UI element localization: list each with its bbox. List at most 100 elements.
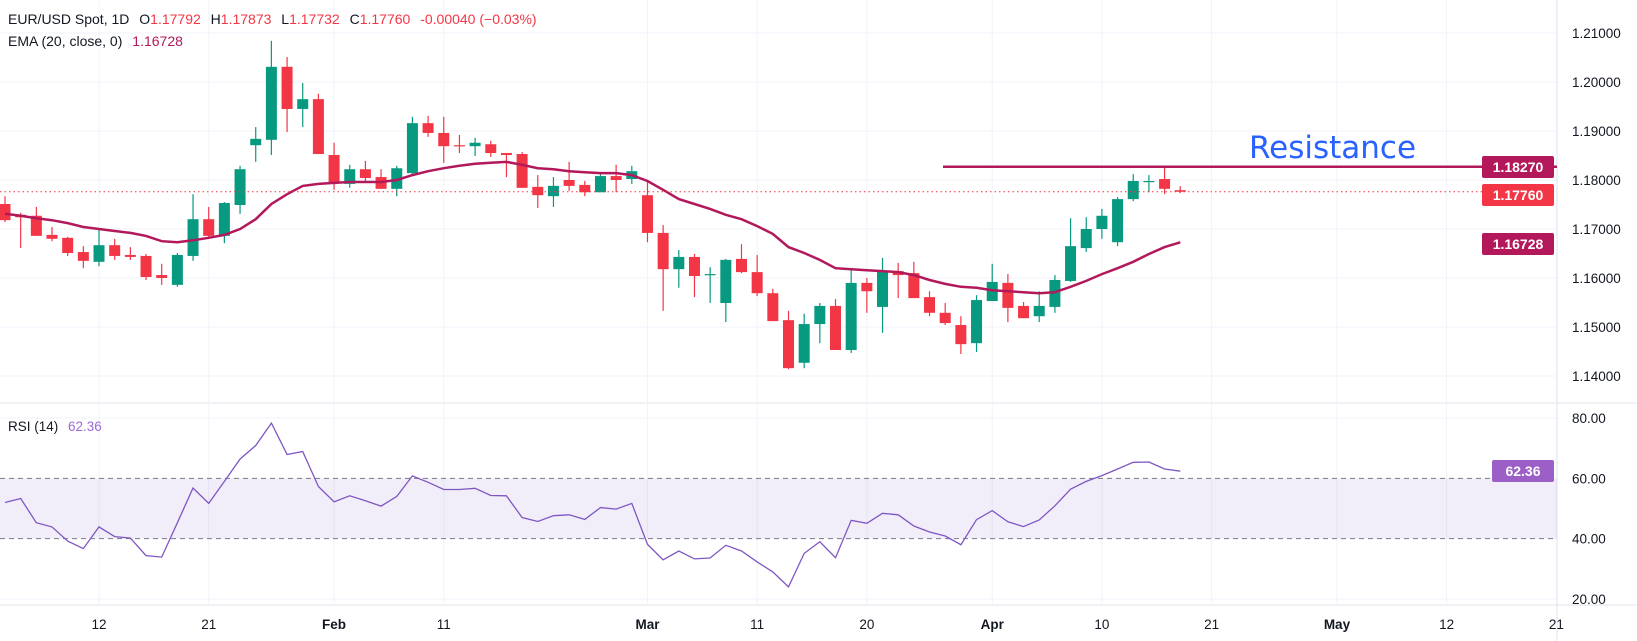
candle	[673, 250, 685, 288]
candle-body	[845, 282, 857, 351]
candle-body	[438, 132, 450, 147]
time-tick-label: 12	[92, 617, 107, 632]
candle-body	[62, 237, 74, 254]
candle-body	[281, 66, 293, 109]
candle-body	[986, 281, 998, 302]
ema-legend-label: EMA (20, close, 0)	[8, 33, 123, 49]
price-tick-label: 1.18000	[1572, 173, 1621, 188]
candle	[218, 202, 230, 244]
candle	[15, 212, 27, 249]
rsi-axis[interactable]: 20.00 40.00 60.00 80.00	[1572, 411, 1606, 607]
time-tick-label: 21	[201, 617, 216, 632]
candle-body	[657, 232, 669, 270]
candle	[297, 82, 309, 128]
candle	[814, 302, 826, 344]
candle-body	[939, 312, 951, 324]
rsi-legend-value: 62.36	[68, 419, 102, 434]
resistance-annotation[interactable]: Resistance	[1249, 130, 1416, 166]
candle-body	[1112, 199, 1124, 243]
candle-body	[1143, 180, 1155, 183]
candle	[171, 253, 183, 287]
candle-body	[720, 259, 732, 303]
time-tick-label: Apr	[981, 617, 1005, 632]
candle	[720, 258, 732, 323]
candle-body	[1002, 282, 1014, 308]
candle	[767, 288, 779, 322]
candle	[1065, 218, 1077, 282]
time-axis[interactable]: 12 21 Feb 11 Mar 11 20 Apr 10 21 May 12 21	[92, 617, 1564, 632]
candle-body	[312, 99, 324, 155]
candles	[0, 40, 1186, 370]
candle-body	[547, 185, 559, 197]
candle-body	[1080, 229, 1092, 249]
candle-body	[1159, 179, 1171, 189]
candle	[657, 225, 669, 311]
candle	[1049, 275, 1061, 313]
rsi-band-fill	[0, 478, 1557, 539]
ohlc-high: H1.17873	[210, 11, 272, 27]
price-axis[interactable]: 1.14000 1.15000 1.16000 1.17000 1.18000 1.190…	[1572, 26, 1621, 384]
candle	[939, 302, 951, 326]
candle-body	[203, 219, 215, 236]
time-tick-label: 20	[859, 617, 874, 632]
candle-body	[783, 320, 794, 369]
candle-body	[187, 219, 199, 256]
candle	[46, 227, 58, 242]
candle-body	[93, 245, 105, 262]
rsi-tick-label: 60.00	[1572, 471, 1606, 486]
candle	[265, 40, 277, 156]
rsi-legend[interactable]: RSI (14) 62.36	[8, 419, 108, 434]
candle-body	[751, 272, 763, 294]
candle	[375, 169, 387, 189]
candle	[1159, 166, 1171, 195]
time-tick-label: 11	[437, 617, 451, 632]
candle	[234, 165, 246, 214]
candle	[563, 161, 575, 191]
candle	[955, 316, 967, 354]
candle-body	[861, 282, 873, 292]
candle	[594, 172, 606, 193]
candle-body	[735, 258, 747, 273]
candle	[187, 194, 199, 261]
candle-body	[328, 155, 340, 183]
candle	[250, 127, 262, 162]
candle-body	[594, 176, 606, 193]
candle	[610, 164, 622, 193]
price-tick-label: 1.21000	[1572, 26, 1621, 41]
ema-legend[interactable]: EMA (20, close, 0) 1.16728	[8, 33, 189, 49]
price-change: -0.00040 (−0.03%)	[420, 11, 537, 27]
candle	[751, 254, 763, 297]
candle-body	[1065, 246, 1077, 281]
rsi-legend-label: RSI (14)	[8, 419, 59, 434]
ohlc-low: L1.17732	[281, 11, 340, 27]
candle-body	[673, 256, 685, 270]
rsi-value-tag: 62.36	[1492, 460, 1554, 483]
candle-body	[1096, 215, 1108, 229]
ohlc-close: C1.17760	[349, 11, 411, 27]
candle-body	[109, 245, 121, 256]
time-tick-label: Mar	[635, 617, 660, 632]
price-tick-label: 1.14000	[1572, 369, 1621, 384]
candle	[798, 313, 810, 369]
candle-body	[171, 254, 183, 285]
ema-line	[4, 160, 1181, 295]
candle	[109, 238, 121, 260]
candle-body	[156, 275, 168, 278]
candle	[438, 116, 450, 163]
candle	[281, 57, 293, 132]
candle-body	[297, 99, 309, 109]
ohlc-open: O1.17792	[139, 11, 201, 27]
candle-body	[30, 215, 42, 236]
candle	[547, 177, 559, 207]
ema-price-tag: 1.16728	[1482, 233, 1554, 256]
candle-body	[1033, 305, 1045, 317]
candle	[140, 253, 152, 280]
rsi-tick-label: 40.00	[1572, 532, 1606, 547]
candle-body	[0, 204, 11, 221]
price-tick-label: 1.19000	[1572, 124, 1621, 139]
candle	[971, 295, 983, 352]
candle-body	[391, 168, 403, 189]
symbol-title: EUR/USD Spot, 1D	[8, 11, 130, 27]
